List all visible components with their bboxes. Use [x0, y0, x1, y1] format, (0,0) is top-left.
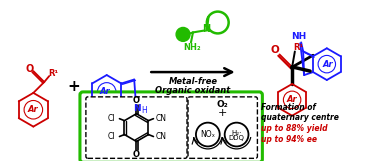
Text: N: N — [133, 104, 141, 113]
Text: up to 88% yield: up to 88% yield — [261, 124, 328, 133]
Text: O: O — [25, 64, 34, 74]
Text: O: O — [133, 150, 140, 159]
Text: O: O — [133, 96, 140, 105]
FancyBboxPatch shape — [80, 92, 262, 162]
Text: H₂·: H₂· — [231, 130, 242, 136]
Text: Ar: Ar — [28, 105, 39, 114]
Text: O: O — [270, 45, 279, 55]
FancyBboxPatch shape — [188, 97, 257, 158]
Text: O₂: O₂ — [217, 100, 229, 109]
Text: +: + — [68, 79, 81, 94]
Text: N: N — [202, 24, 210, 35]
Text: Organic oxidant: Organic oxidant — [155, 86, 231, 95]
Text: NH: NH — [291, 32, 307, 41]
Text: Ar: Ar — [322, 60, 333, 69]
Text: up to 94% ee: up to 94% ee — [261, 135, 318, 144]
Text: Cl: Cl — [108, 132, 115, 141]
FancyArrowPatch shape — [151, 68, 232, 76]
Circle shape — [176, 28, 190, 41]
Text: H: H — [141, 106, 147, 115]
Text: Formation of: Formation of — [261, 103, 316, 112]
Text: quaternary centre: quaternary centre — [261, 113, 339, 122]
Text: R¹: R¹ — [293, 43, 303, 52]
Text: Ar: Ar — [99, 87, 110, 96]
Text: R¹: R¹ — [48, 69, 58, 78]
FancyBboxPatch shape — [86, 97, 187, 158]
Text: NH₂: NH₂ — [183, 43, 201, 52]
Text: Metal-free: Metal-free — [169, 77, 217, 87]
Text: CN: CN — [156, 114, 167, 123]
Text: Ar: Ar — [287, 95, 297, 104]
Text: CN: CN — [156, 132, 167, 141]
Text: DDQ: DDQ — [229, 134, 245, 140]
Text: NOₓ: NOₓ — [200, 130, 215, 139]
Text: +: + — [218, 108, 228, 118]
Text: Cl: Cl — [108, 114, 115, 123]
